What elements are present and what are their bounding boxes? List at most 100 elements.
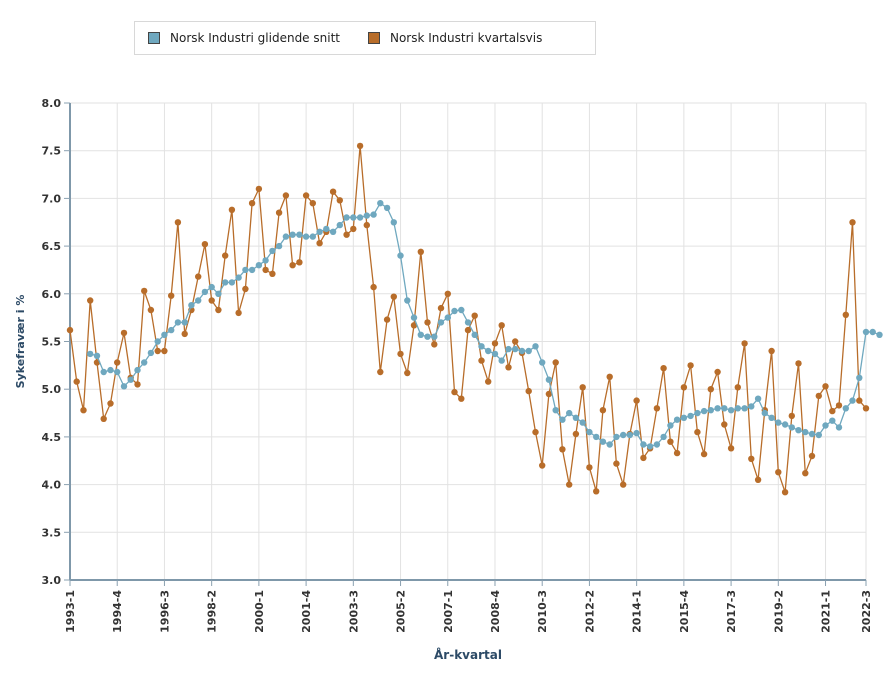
data-point[interactable] [680, 414, 688, 421]
data-point[interactable] [835, 424, 843, 431]
data-point[interactable] [734, 384, 741, 391]
data-point[interactable] [714, 368, 721, 376]
data-point[interactable] [336, 197, 343, 204]
data-point[interactable] [377, 200, 384, 207]
data-point[interactable] [673, 416, 681, 423]
data-point[interactable] [761, 409, 768, 417]
data-point[interactable] [181, 330, 188, 338]
data-point[interactable] [417, 331, 424, 338]
data-point[interactable] [141, 287, 148, 295]
data-point[interactable] [201, 288, 209, 296]
data-point[interactable] [66, 326, 74, 334]
data-point[interactable] [559, 416, 566, 423]
data-point[interactable] [356, 142, 364, 150]
data-point[interactable] [147, 306, 155, 314]
data-point[interactable] [660, 433, 667, 441]
data-point[interactable] [707, 407, 714, 414]
data-point[interactable] [842, 405, 849, 412]
data-point[interactable] [788, 412, 795, 420]
data-point[interactable] [222, 279, 229, 286]
data-point[interactable] [741, 405, 748, 412]
data-point[interactable] [633, 397, 640, 404]
data-point[interactable] [532, 428, 539, 436]
data-point[interactable] [788, 424, 795, 431]
data-point[interactable] [862, 405, 870, 412]
data-point[interactable] [329, 228, 337, 235]
data-point[interactable] [363, 212, 370, 219]
data-point[interactable] [262, 257, 269, 264]
data-point[interactable] [431, 333, 438, 340]
data-point[interactable] [154, 338, 161, 345]
data-point[interactable] [876, 331, 883, 338]
data-point[interactable] [120, 383, 128, 390]
data-point[interactable] [842, 311, 849, 318]
data-point[interactable] [815, 392, 822, 400]
data-point[interactable] [849, 219, 856, 226]
data-point[interactable] [100, 415, 107, 422]
data-point[interactable] [248, 266, 256, 274]
data-point[interactable] [680, 384, 688, 391]
data-point[interactable] [822, 383, 829, 390]
data-point[interactable] [404, 369, 411, 377]
data-point[interactable] [444, 314, 451, 321]
data-point[interactable] [835, 402, 843, 409]
data-point[interactable] [572, 430, 580, 438]
data-point[interactable] [781, 489, 789, 496]
data-point[interactable] [673, 449, 681, 457]
data-point[interactable] [390, 293, 397, 300]
data-point[interactable] [660, 365, 667, 372]
data-point[interactable] [174, 319, 182, 326]
data-point[interactable] [228, 206, 236, 213]
data-point[interactable] [485, 378, 492, 385]
data-point[interactable] [188, 302, 195, 309]
data-point[interactable] [93, 352, 101, 359]
data-point[interactable] [451, 307, 458, 315]
data-point[interactable] [154, 347, 161, 355]
data-point[interactable] [417, 248, 424, 255]
data-point[interactable] [626, 431, 634, 439]
data-point[interactable] [694, 409, 701, 417]
data-point[interactable] [775, 469, 782, 476]
data-point[interactable] [168, 326, 175, 334]
data-point[interactable] [815, 431, 822, 439]
data-point[interactable] [869, 328, 876, 336]
data-point[interactable] [768, 414, 775, 421]
data-point[interactable] [397, 252, 404, 259]
data-point[interactable] [768, 347, 775, 355]
data-point[interactable] [694, 428, 701, 436]
data-point[interactable] [134, 366, 141, 374]
data-point[interactable] [275, 242, 283, 250]
data-point[interactable] [174, 219, 182, 226]
data-point[interactable] [498, 357, 505, 364]
data-point[interactable] [302, 192, 310, 199]
data-point[interactable] [350, 214, 357, 221]
data-point[interactable] [201, 241, 209, 248]
data-point[interactable] [640, 454, 647, 462]
data-point[interactable] [525, 347, 532, 355]
data-point[interactable] [532, 343, 539, 350]
data-point[interactable] [822, 422, 829, 429]
data-point[interactable] [289, 231, 296, 238]
data-point[interactable] [275, 209, 283, 216]
data-point[interactable] [802, 428, 809, 436]
data-point[interactable] [370, 283, 377, 291]
data-point[interactable] [856, 374, 863, 381]
data-point[interactable] [781, 421, 789, 428]
data-point[interactable] [444, 290, 451, 297]
data-point[interactable] [309, 200, 316, 207]
data-point[interactable] [323, 225, 330, 233]
data-point[interactable] [525, 387, 532, 395]
data-point[interactable] [593, 433, 600, 441]
data-point[interactable] [208, 297, 215, 304]
data-point[interactable] [235, 274, 242, 281]
data-point[interactable] [100, 368, 107, 376]
data-point[interactable] [795, 427, 802, 434]
data-point[interactable] [599, 438, 607, 445]
data-point[interactable] [613, 460, 620, 467]
data-point[interactable] [572, 414, 580, 421]
data-point[interactable] [727, 445, 735, 452]
data-point[interactable] [606, 441, 613, 448]
data-point[interactable] [134, 381, 141, 388]
data-point[interactable] [255, 185, 263, 193]
data-point[interactable] [120, 329, 128, 337]
